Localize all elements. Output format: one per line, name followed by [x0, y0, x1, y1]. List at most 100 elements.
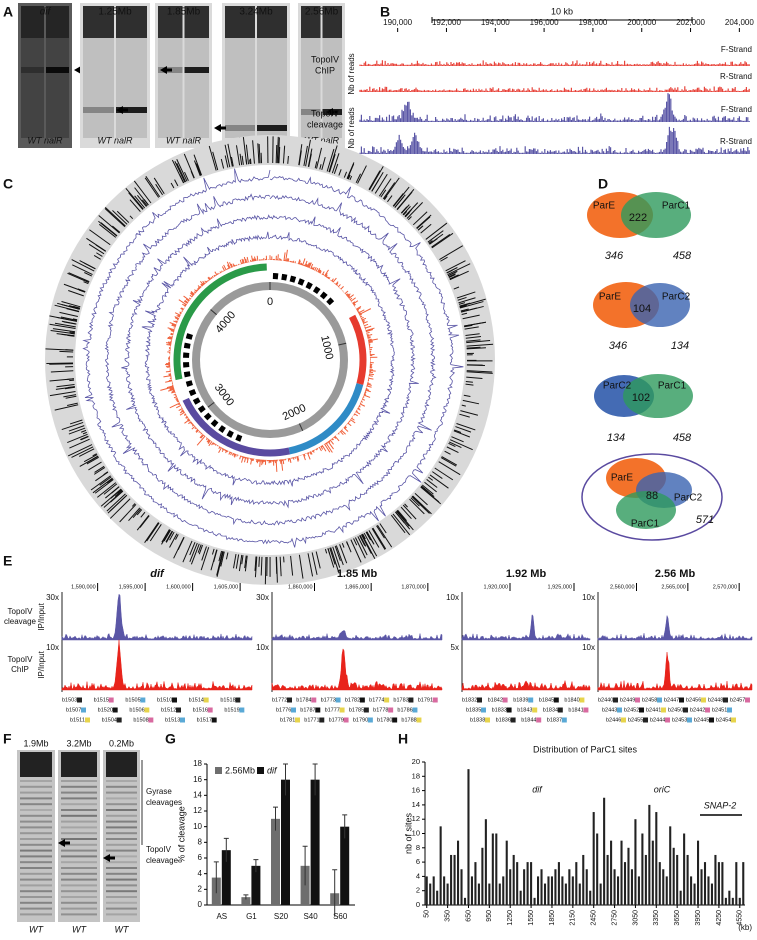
cleavage-ring: [315, 448, 318, 451]
cleavage-ring: [185, 416, 188, 419]
site-tick: [341, 543, 345, 548]
cleavage-ring: [165, 370, 171, 373]
cleavage-ring: [186, 418, 190, 421]
bar: [537, 876, 540, 905]
coord-label: 1,925,000: [548, 584, 572, 590]
site-tick: [235, 554, 240, 569]
site-tick: [440, 457, 457, 467]
gene-label: b1838: [470, 717, 485, 723]
bar: [714, 854, 717, 905]
cleavage-ring: [326, 276, 328, 278]
cleavage-ring: [196, 435, 206, 446]
cleavage-ring: [190, 290, 195, 295]
cleavage-ring: [332, 277, 337, 283]
site-tick: [383, 177, 400, 200]
bar: [488, 883, 491, 905]
cleavage-ring: [171, 324, 176, 328]
gene-label: b2441: [646, 707, 661, 713]
site-tick: [420, 486, 440, 503]
site-tick: [466, 371, 493, 374]
cleavage-ring: [356, 309, 360, 312]
cleavage-ring: [312, 450, 315, 453]
site-tick: [257, 143, 260, 164]
bar: [432, 876, 435, 905]
cleavage-ring: [163, 375, 172, 378]
gel-band: [106, 878, 137, 881]
site-tick: [321, 157, 326, 171]
cleavage-ring: [188, 419, 191, 422]
track-group-label: TopoIV: [311, 54, 339, 64]
bar: [599, 883, 602, 905]
cleavage-ring: [296, 456, 299, 462]
cleavage-ring: [206, 437, 208, 439]
bar: [251, 865, 261, 905]
gene-box: [665, 717, 670, 723]
cleavage-ring: [246, 256, 249, 263]
cleavage-ring: [335, 281, 339, 285]
cleavage-ring: [202, 282, 205, 285]
site-tick: [67, 444, 93, 457]
gel-band: [106, 872, 137, 875]
error-bar: [302, 845, 308, 886]
gene-box: [416, 717, 422, 723]
site-tick: [241, 155, 244, 165]
cleavage-ring: [355, 410, 358, 413]
cleavage-ring: [182, 411, 185, 413]
gel-band: [61, 803, 97, 806]
site-tick: [392, 513, 411, 536]
cleavage-ring: [355, 411, 361, 415]
scale-label: 0: [267, 296, 273, 308]
gel-band: [20, 867, 52, 869]
cleavage-ring: [208, 441, 213, 447]
gel-band: [106, 826, 137, 829]
site-tick: [227, 143, 233, 167]
cleavage-ring: [368, 340, 373, 343]
gene-box: [727, 707, 732, 713]
site-tick: [83, 262, 96, 270]
site-tick: [311, 552, 318, 575]
annotation: TopoIV: [146, 845, 172, 854]
gene-label: b2444: [650, 717, 665, 723]
site-tick: [107, 494, 128, 514]
cleavage-ring: [324, 269, 329, 277]
y-tick-label: 18: [412, 771, 420, 780]
x-tick-label: 3050: [632, 910, 639, 926]
site-tick: [80, 435, 89, 441]
cleavage-ring: [178, 408, 183, 412]
gene-label: b1783: [393, 697, 408, 703]
cleavage-ring: [353, 303, 356, 306]
cleavage-ring: [328, 440, 331, 443]
site-tick: [52, 328, 76, 333]
lane-title: 3.2Mb: [66, 738, 91, 748]
gel-band: [106, 780, 137, 782]
cleavage-ring: [179, 311, 182, 314]
site-tick: [277, 137, 280, 164]
y-tick-label: 12: [193, 806, 202, 815]
annotation: dif: [532, 784, 543, 794]
gene-label: b1504: [102, 717, 117, 723]
cleavage-ring: [184, 414, 187, 417]
cleavage-ring: [302, 258, 306, 266]
site-tick: [276, 136, 279, 164]
site-tick: [355, 173, 361, 184]
view-title: 2.56 Mb: [655, 568, 696, 580]
gene-label: b1841: [568, 707, 583, 713]
site-tick: [109, 498, 131, 519]
cleavage-ring: [333, 436, 337, 439]
site-tick: [69, 438, 90, 449]
gel-band: [20, 803, 52, 806]
x-tick-label: 204,000: [725, 18, 754, 27]
site-tick: [459, 301, 484, 309]
gene-box: [116, 717, 122, 723]
row-label: TopoIV: [8, 607, 34, 616]
overlap-count: 88: [646, 490, 658, 502]
gene-label: b1787: [300, 707, 315, 713]
site-tick: [466, 339, 481, 342]
gene-box: [112, 707, 118, 713]
scale-label: 10x: [256, 643, 269, 652]
cleavage-ring: [236, 454, 238, 457]
cleavage-ring: [234, 453, 237, 458]
cleavage-ring: [230, 263, 234, 268]
site-tick: [134, 187, 149, 206]
site-tick: [357, 536, 368, 556]
